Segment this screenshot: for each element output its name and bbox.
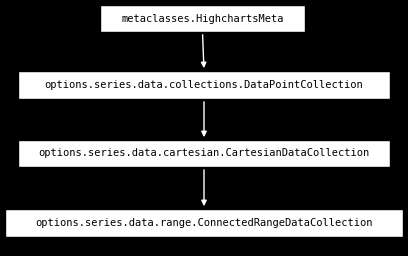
- Text: options.series.data.cartesian.CartesianDataCollection: options.series.data.cartesian.CartesianD…: [38, 148, 370, 158]
- Bar: [5, 209, 403, 237]
- Text: options.series.data.collections.DataPointCollection: options.series.data.collections.DataPoin…: [44, 80, 364, 90]
- Text: metaclasses.HighchartsMeta: metaclasses.HighchartsMeta: [121, 14, 284, 24]
- Bar: [18, 140, 390, 167]
- Bar: [100, 5, 305, 32]
- Bar: [18, 71, 390, 99]
- Text: options.series.data.range.ConnectedRangeDataCollection: options.series.data.range.ConnectedRange…: [35, 218, 373, 228]
